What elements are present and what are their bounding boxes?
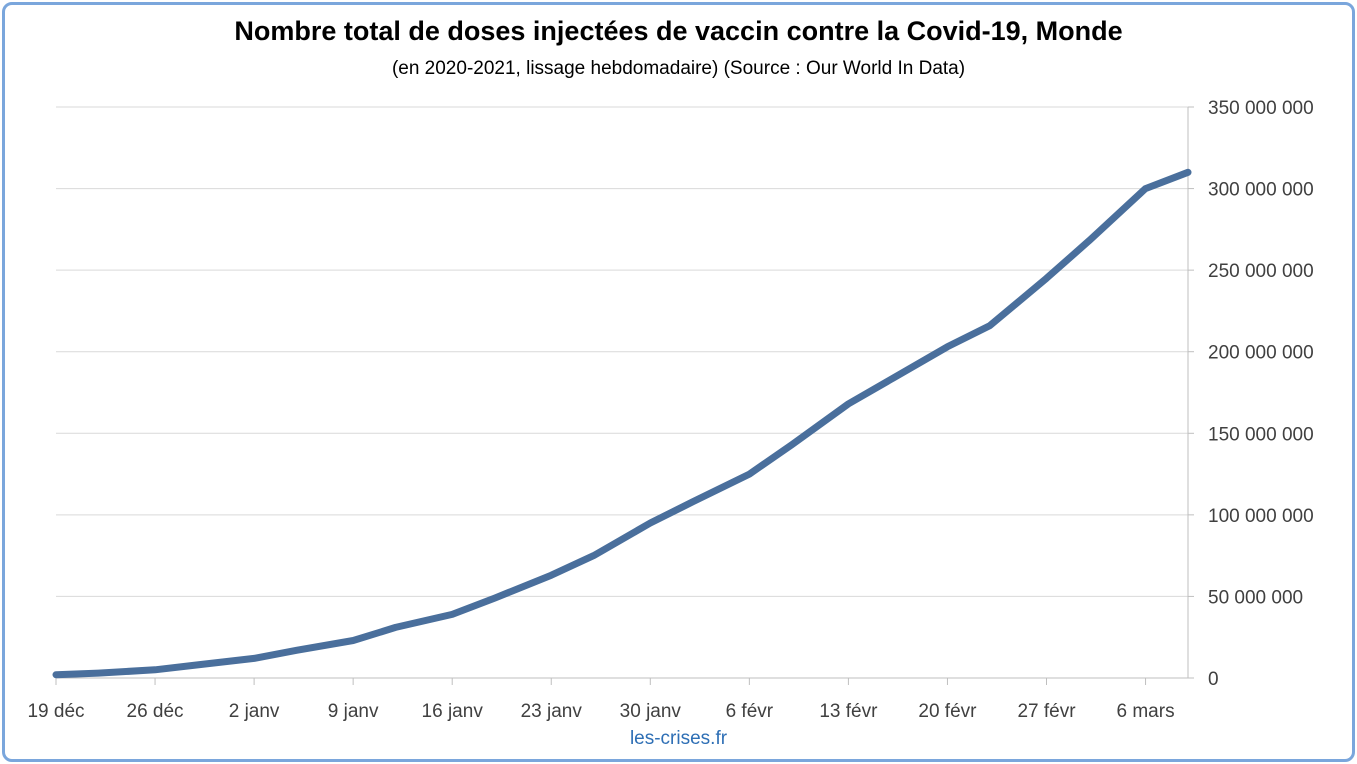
axes [55, 106, 1194, 685]
y-tick-label: 300 000 000 [1208, 180, 1314, 201]
y-tick-label: 0 [1208, 669, 1219, 690]
x-tick-label: 23 janv [521, 701, 583, 722]
y-tick-label: 250 000 000 [1208, 261, 1314, 282]
x-tick-label: 2 janv [229, 701, 280, 722]
y-tick-label: 350 000 000 [1208, 98, 1314, 119]
x-axis-tick-labels: 19 déc 26 déc 2 janv 9 janv 16 janv 23 janv 30… [27, 701, 1174, 722]
x-tick-label: 20 févr [918, 701, 977, 722]
series-line [52, 168, 1192, 679]
y-tick-label: 100 000 000 [1208, 506, 1314, 527]
x-tick-label: 6 févr [726, 701, 774, 722]
source-credit: les-crises.fr [629, 728, 728, 749]
x-tick-label: 9 janv [328, 701, 379, 722]
x-tick-label: 6 mars [1117, 701, 1175, 722]
series-layer [52, 168, 1192, 679]
y-tick-label: 200 000 000 [1208, 343, 1314, 364]
x-tick-label: 27 févr [1017, 701, 1076, 722]
y-tick-label: 150 000 000 [1208, 424, 1314, 445]
y-axis-tick-labels: 350 000 000 300 000 000 250 000 000 200 000… [1208, 98, 1314, 690]
chart-subtitle: (en 2020-2021, lissage hebdomadaire) (So… [391, 58, 966, 79]
y-tick-label: 50 000 000 [1208, 587, 1303, 608]
x-tick-label: 26 déc [127, 701, 184, 722]
x-tick-label: 13 févr [819, 701, 878, 722]
x-tick-label: 19 déc [27, 701, 84, 722]
chart-title: Nombre total de doses injectées de vacci… [234, 16, 1123, 46]
x-tick-label: 30 janv [620, 701, 682, 722]
x-tick-label: 16 janv [422, 701, 484, 722]
gridlines [56, 106, 1188, 597]
